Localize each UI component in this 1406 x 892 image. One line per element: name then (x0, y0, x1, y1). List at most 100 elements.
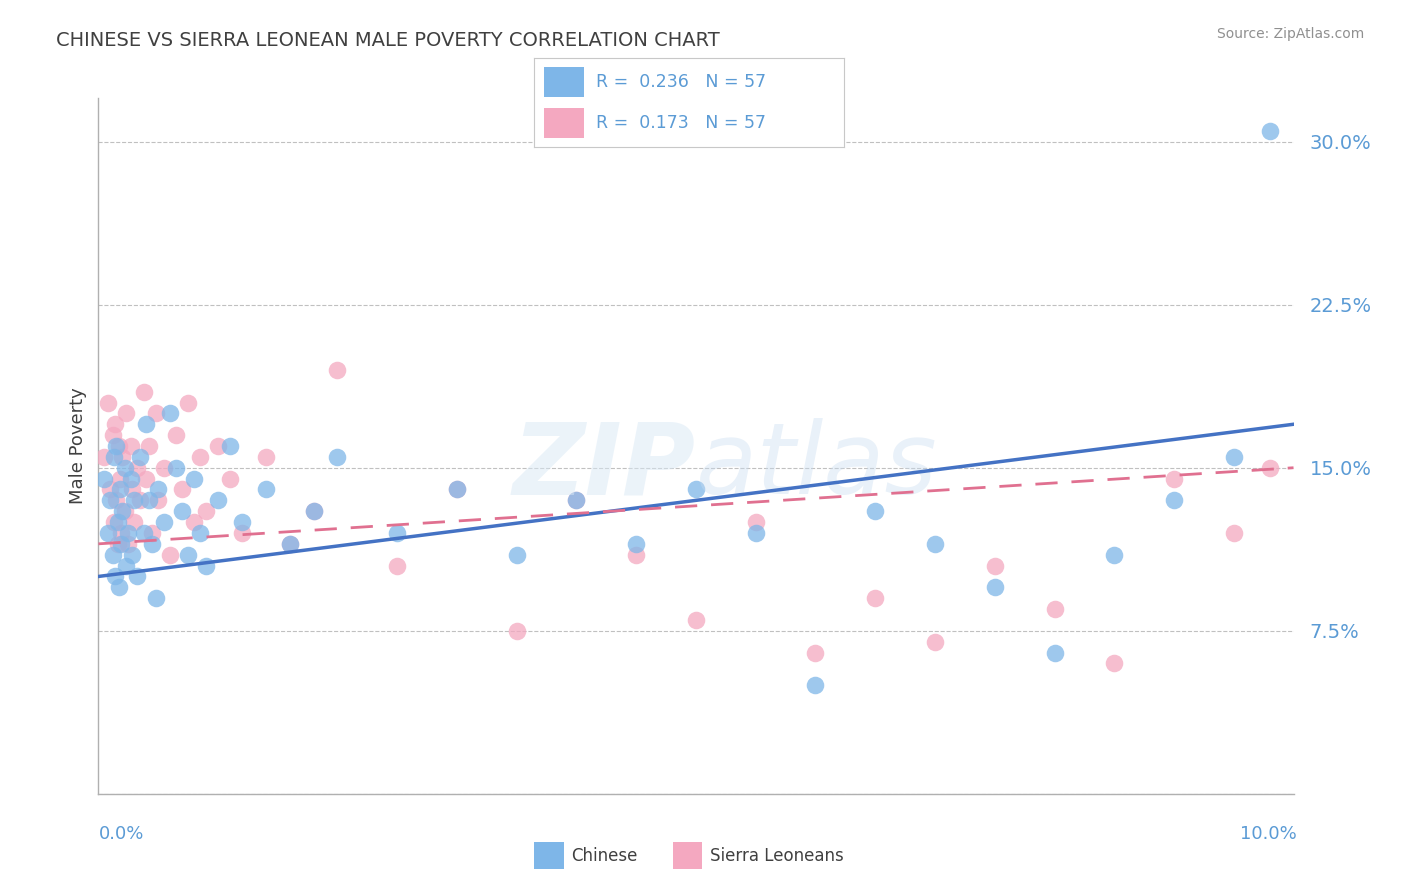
Point (165, 428, 187, 442)
Point (132, 526, 155, 541)
Point (172, 504, 194, 518)
Point (93, 450, 115, 464)
Point (107, 515, 129, 529)
Text: ZIP: ZIP (513, 418, 696, 516)
Text: R =  0.173   N = 57: R = 0.173 N = 57 (596, 114, 766, 132)
Point (115, 558, 138, 573)
Point (121, 483, 143, 497)
Point (254, 483, 277, 497)
Point (804, 678, 827, 692)
Point (624, 548, 647, 562)
Text: 0.0%: 0.0% (98, 825, 143, 843)
Point (101, 428, 124, 442)
Point (1258, 460, 1281, 475)
Point (183, 472, 205, 486)
Point (385, 526, 409, 541)
Point (194, 558, 218, 573)
Text: atlas: atlas (696, 418, 938, 516)
Point (105, 439, 128, 453)
Text: R =  0.236   N = 57: R = 0.236 N = 57 (596, 73, 766, 91)
Point (103, 515, 125, 529)
Point (207, 439, 229, 453)
Point (117, 526, 139, 541)
Point (924, 537, 946, 551)
Point (105, 493, 128, 508)
Point (1258, 124, 1281, 138)
Point (219, 472, 242, 486)
Point (97, 395, 120, 409)
Point (506, 548, 529, 562)
Point (1163, 493, 1185, 508)
Point (148, 493, 170, 508)
Point (120, 472, 142, 486)
Point (124, 493, 146, 508)
Point (624, 537, 647, 551)
Point (104, 417, 127, 432)
Point (1102, 548, 1125, 562)
Point (1222, 526, 1246, 541)
Point (1102, 657, 1125, 671)
Point (278, 537, 301, 551)
Point (177, 548, 200, 562)
Point (148, 483, 170, 497)
Point (1163, 472, 1185, 486)
Point (924, 634, 946, 648)
Point (278, 537, 301, 551)
Point (135, 417, 157, 432)
Point (685, 483, 707, 497)
Point (183, 515, 205, 529)
Point (111, 504, 134, 518)
Point (302, 504, 325, 518)
Point (114, 460, 136, 475)
Point (446, 483, 468, 497)
Point (129, 450, 152, 464)
Point (983, 558, 1005, 573)
Bar (544, 108, 583, 138)
Point (745, 515, 768, 529)
Point (117, 537, 139, 551)
Point (110, 526, 132, 541)
Point (125, 460, 148, 475)
Point (107, 580, 129, 594)
Y-axis label: Male Poverty: Male Poverty (69, 388, 87, 504)
Bar (544, 67, 583, 97)
Point (145, 406, 167, 420)
Point (135, 472, 157, 486)
Point (302, 504, 325, 518)
Point (108, 483, 131, 497)
Text: Sierra Leoneans: Sierra Leoneans (710, 847, 844, 864)
Point (145, 591, 167, 606)
Point (132, 384, 155, 399)
Point (188, 450, 211, 464)
Point (231, 515, 253, 529)
Point (506, 624, 529, 638)
Point (1043, 602, 1066, 616)
Point (159, 548, 181, 562)
Point (207, 493, 229, 508)
Point (231, 526, 253, 541)
Point (101, 548, 124, 562)
Point (1222, 450, 1246, 464)
Point (115, 406, 138, 420)
Point (745, 526, 768, 541)
Point (138, 439, 160, 453)
Point (103, 450, 125, 464)
Point (983, 580, 1005, 594)
Point (107, 439, 129, 453)
Text: 10.0%: 10.0% (1240, 825, 1296, 843)
Bar (673, 842, 703, 869)
Point (326, 363, 349, 377)
Point (165, 460, 187, 475)
Point (104, 569, 127, 583)
Point (141, 526, 163, 541)
Point (153, 460, 176, 475)
Point (565, 493, 588, 508)
Point (110, 537, 132, 551)
Text: CHINESE VS SIERRA LEONEAN MALE POVERTY CORRELATION CHART: CHINESE VS SIERRA LEONEAN MALE POVERTY C… (56, 31, 720, 50)
Point (124, 515, 146, 529)
Point (804, 646, 827, 660)
Text: Source: ZipAtlas.com: Source: ZipAtlas.com (1216, 27, 1364, 41)
Bar (534, 842, 564, 869)
Point (863, 504, 886, 518)
Point (219, 439, 242, 453)
